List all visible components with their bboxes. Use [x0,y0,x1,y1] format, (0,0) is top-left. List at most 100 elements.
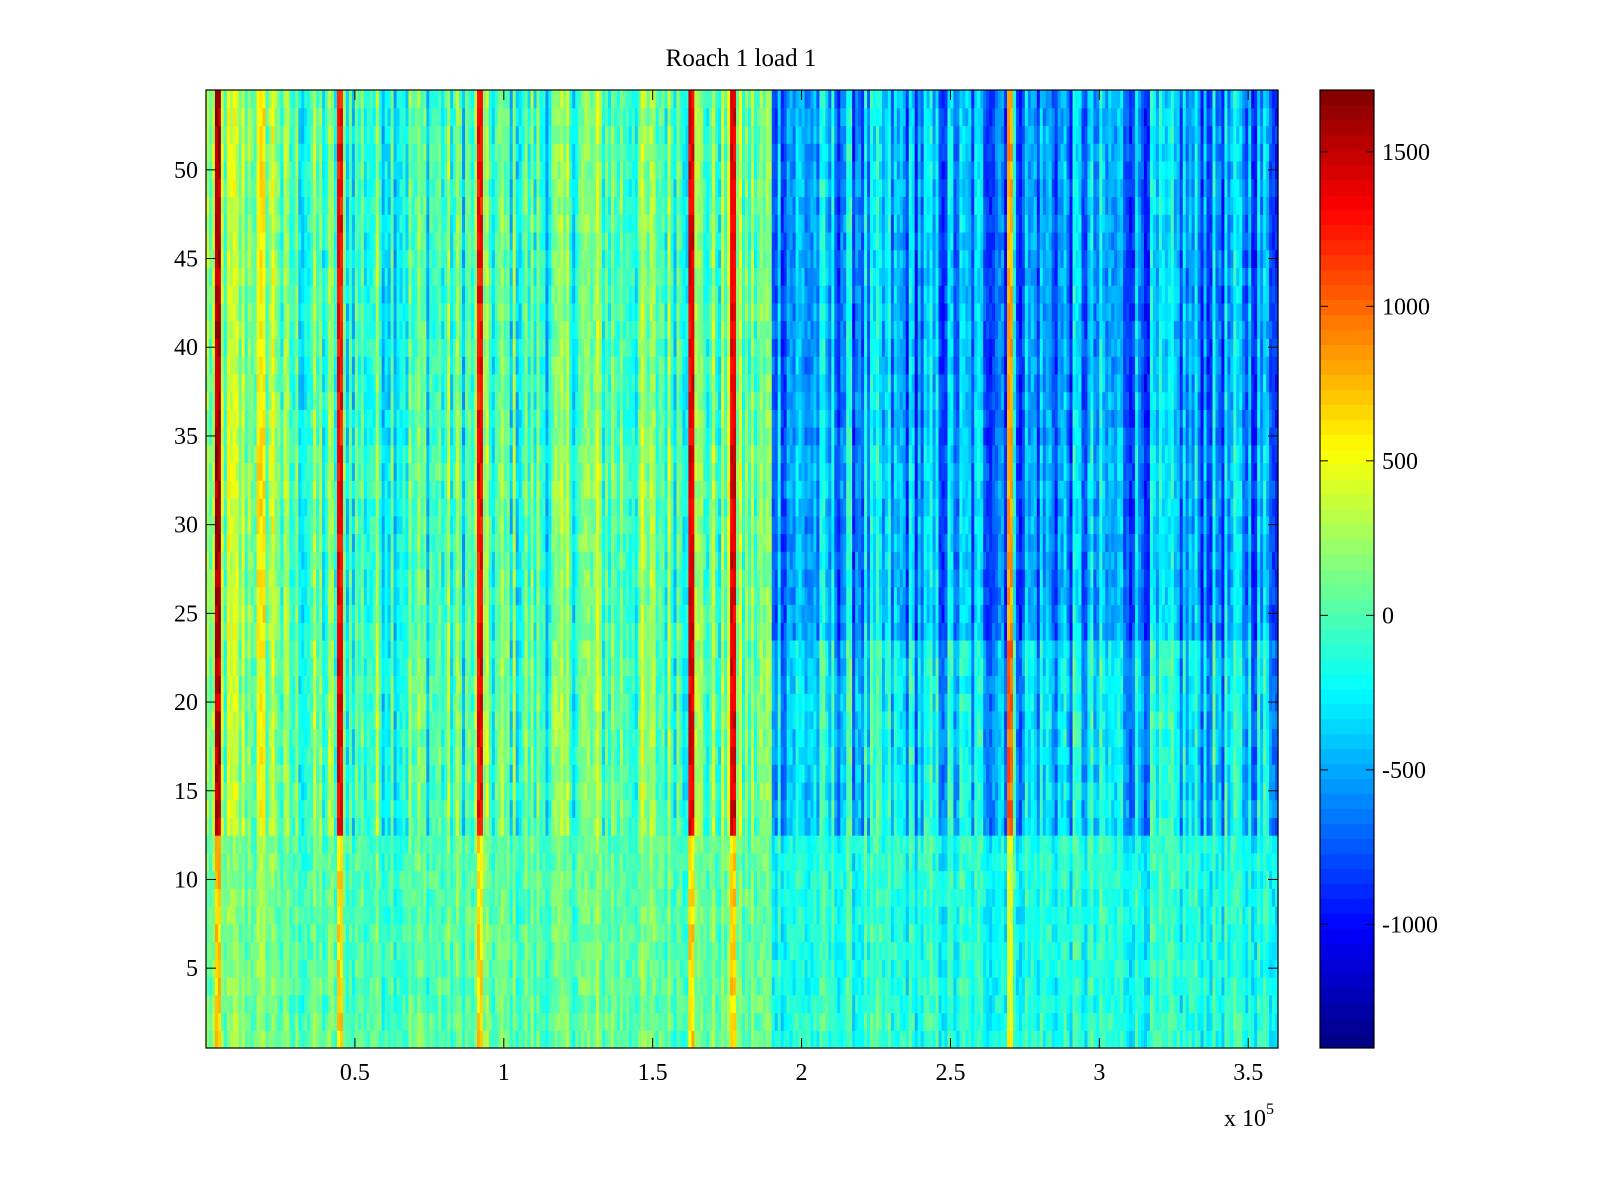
heatmap-cell [357,586,362,606]
heatmap-cell [444,870,448,889]
heatmap-cell [381,870,386,889]
heatmap-cell [408,994,413,1014]
heatmap-cell [331,923,335,943]
heatmap-cell [271,799,276,818]
heatmap-cell [292,657,296,677]
heatmap-cell [354,835,359,854]
heatmap-cell [322,781,326,801]
heatmap-cell [250,746,255,765]
heatmap-cell [325,231,329,251]
heatmap-cell [387,444,392,464]
heatmap-cell [420,977,424,996]
heatmap-cell [319,994,323,1014]
heatmap-cell [411,604,416,623]
heatmap-cell [316,639,320,659]
heatmap-cell [387,356,392,375]
heatmap-cell [292,267,296,286]
heatmap-cell [322,1012,326,1031]
heatmap-cell [235,498,240,517]
heatmap-cell [432,551,436,570]
heatmap-cell [277,551,282,570]
heatmap-cell [301,622,305,641]
heatmap-cell [450,1012,454,1031]
heatmap-cell [414,498,419,517]
heatmap-cell [244,977,249,996]
heatmap-cell [217,427,222,446]
heatmap-cell [366,639,371,659]
heatmap-cell [325,90,329,109]
heatmap-cell [310,533,314,552]
heatmap-cell [387,267,392,286]
heatmap-cell [310,569,314,588]
heatmap-cell [310,657,314,677]
heatmap-cell [226,391,231,410]
heatmap-cell [310,427,314,446]
heatmap-cell [232,569,237,588]
heatmap-cell [283,1030,287,1049]
heatmap-cell [363,302,368,322]
heatmap-cell [408,107,413,127]
heatmap-cell [286,1012,290,1031]
heatmap-cell [348,90,353,109]
heatmap-cell [453,267,457,286]
heatmap-cell [214,675,219,694]
heatmap-cell [348,533,353,552]
heatmap-cell [259,444,264,464]
heatmap-cell [271,444,276,464]
heatmap-cell [402,781,407,801]
heatmap-cell [298,498,302,517]
heatmap-cell [408,923,413,943]
heatmap-cell [223,285,228,304]
heatmap-cell [280,196,285,215]
heatmap-cell [265,462,270,481]
heatmap-cell [342,533,347,552]
heatmap-cell [307,196,311,215]
heatmap-cell [423,1030,427,1049]
heatmap-cell [280,231,285,251]
heatmap-cell [340,817,344,836]
heatmap-cell [292,249,296,269]
heatmap-cell [357,1030,362,1049]
heatmap-cell [292,604,296,623]
heatmap-cell [384,90,389,109]
heatmap-cell [444,604,448,623]
heatmap-cell [322,551,326,570]
heatmap-cell [262,267,267,286]
heatmap-cell [238,923,243,943]
heatmap-cell [289,888,293,907]
heatmap-cell [384,941,389,960]
heatmap-cell [301,143,305,162]
heatmap-cell [363,941,368,960]
heatmap-cell [253,356,258,375]
heatmap-cell [223,160,228,180]
heatmap-cell [441,799,445,818]
heatmap-cell [250,693,255,712]
heatmap-cell [384,817,389,836]
heatmap-cell [366,178,371,198]
heatmap-cell [217,480,222,499]
heatmap-cell [238,125,243,144]
heatmap-cell [229,781,234,801]
heatmap-cell [206,143,210,162]
heatmap-cell [217,852,222,872]
heatmap-cell [348,817,353,836]
heatmap-cell [423,710,427,730]
heatmap-cell [411,817,416,836]
heatmap-cell [211,444,216,464]
heatmap-cell [441,427,445,446]
heatmap-cell [453,462,457,481]
heatmap-cell [340,959,344,978]
heatmap-cell [331,622,335,641]
heatmap-cell [387,781,392,801]
heatmap-cell [450,178,454,198]
heatmap-cell [319,515,323,535]
heatmap-cell [348,409,353,428]
heatmap-cell [206,551,210,570]
heatmap-cell [217,533,222,552]
heatmap-cell [256,551,261,570]
heatmap-cell [363,498,368,517]
heatmap-cell [444,923,448,943]
heatmap-cell [381,888,386,907]
heatmap-cell [334,231,338,251]
heatmap-cell [214,1012,219,1031]
